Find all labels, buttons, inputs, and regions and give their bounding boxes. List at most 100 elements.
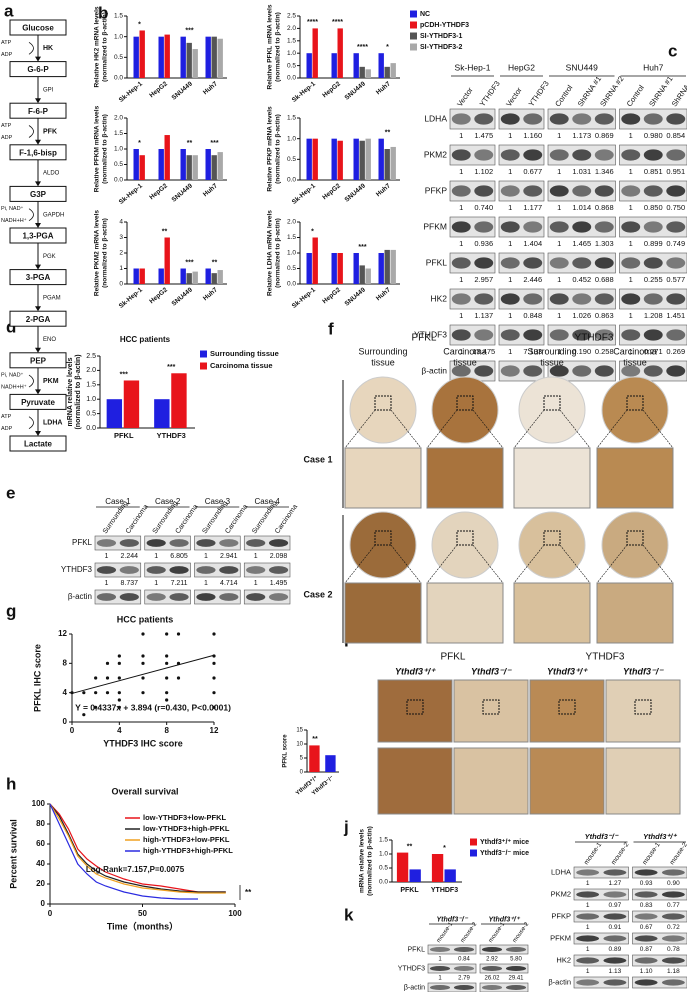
bar [378,138,384,180]
blot-strip [427,963,477,974]
band [666,293,686,305]
quantification: 1 [204,553,208,560]
band [474,257,494,269]
band [572,185,592,197]
band [474,185,494,197]
bar [133,149,139,180]
row-label: β-actin [548,977,571,986]
chart-title: HCC patients [120,335,171,344]
band [119,593,139,601]
arrow-head [35,389,41,395]
bar [192,49,198,78]
quantification: 7.211 [171,580,188,587]
group-label: Ythdf3⁺/⁺ [643,832,677,841]
row-label: PKM2 [551,889,571,898]
legend-swatch [470,849,477,857]
lane-label: YTHDF3 [478,79,502,108]
enzyme: PGAM [43,295,61,301]
band [549,293,569,305]
quantification: 1 [254,580,258,587]
arrow-head [35,264,41,270]
zoom-line [642,544,674,584]
band [572,257,592,269]
bar [139,30,145,78]
quantification: 7.133 [523,347,542,356]
blot-strip [632,910,687,923]
band [219,593,239,601]
band [500,257,520,269]
bar [133,36,139,78]
band [474,149,494,161]
row-label: LDHA [424,113,447,123]
fit-line [71,654,215,694]
y-tick-label: 1.5 [86,382,96,389]
quantification: 1 [459,275,463,284]
quantification: 13.475 [472,347,495,356]
lane-label: Carcinoma [274,503,299,535]
case-label: Case 1 [303,454,332,464]
y-tick-label: 2.0 [114,115,123,122]
y-tick-label: 2 [119,250,123,257]
point [165,698,169,702]
quantification: 2.098 [270,553,288,560]
x-axis-label: Time（months） [107,921,178,931]
y-tick-label: 1.0 [114,146,123,153]
y-tick-label: 0.5 [114,161,123,168]
legend-label: SI-YTHDF3-1 [420,33,463,40]
quantification: 1 [629,239,633,248]
bar [211,273,217,284]
row-label: LDHA [551,867,571,876]
y-axis-label: mRNA relative levels [67,357,74,426]
quantification: 1.465 [572,239,591,248]
category-label: HepG2 [321,182,342,201]
survival-curve [49,803,226,893]
quantification: 1.13 [609,968,622,975]
point [105,691,110,695]
band [594,185,614,197]
quantification: 2.79 [458,976,470,982]
point [165,632,169,636]
quantification: 1.10 [640,968,653,975]
band [549,329,569,341]
lane-label: mouse-2 [669,841,687,866]
zoom-line [344,409,376,449]
quantification: 5.80 [510,957,522,963]
panel-letter: a [4,1,14,20]
band [549,113,569,125]
bar [384,249,390,284]
enzyme: PFK [43,128,57,135]
bar [312,237,318,284]
quantification: 2.92 [486,957,498,963]
blot-strip [632,954,687,967]
bar [359,265,365,284]
bar [337,140,343,180]
band [661,957,685,964]
significance: * [311,228,314,235]
band [594,221,614,233]
column-header: Ythdf3⁻/⁻ [471,666,512,676]
marker-header: YTHDF3 [575,333,614,344]
category-label: SNU449 [171,182,195,203]
band [621,365,641,377]
y-axis-label: (normalized to β-actin) [275,218,282,288]
bar [353,138,359,180]
significance: *** [120,371,128,378]
point [212,705,216,709]
bar [306,138,312,180]
bar [106,399,123,428]
quantification: 8.737 [121,580,139,587]
lane-label: YTHDF3 [527,79,551,108]
lane-label: Carcinoma [174,503,199,535]
metabolite: Lactate [24,440,53,449]
bar [337,28,343,78]
panel-letter: j [343,817,349,836]
lane-label: Control [553,83,574,108]
cofactor-out: NADH+H⁺ [1,384,27,391]
band [451,293,471,305]
chart-title: Overall survival [111,786,178,796]
quantification: 1 [586,946,590,953]
lane-label: mouse-1 [436,921,455,944]
quantification: 1 [508,131,512,140]
panel-letter: e [6,483,15,502]
band [474,365,494,377]
